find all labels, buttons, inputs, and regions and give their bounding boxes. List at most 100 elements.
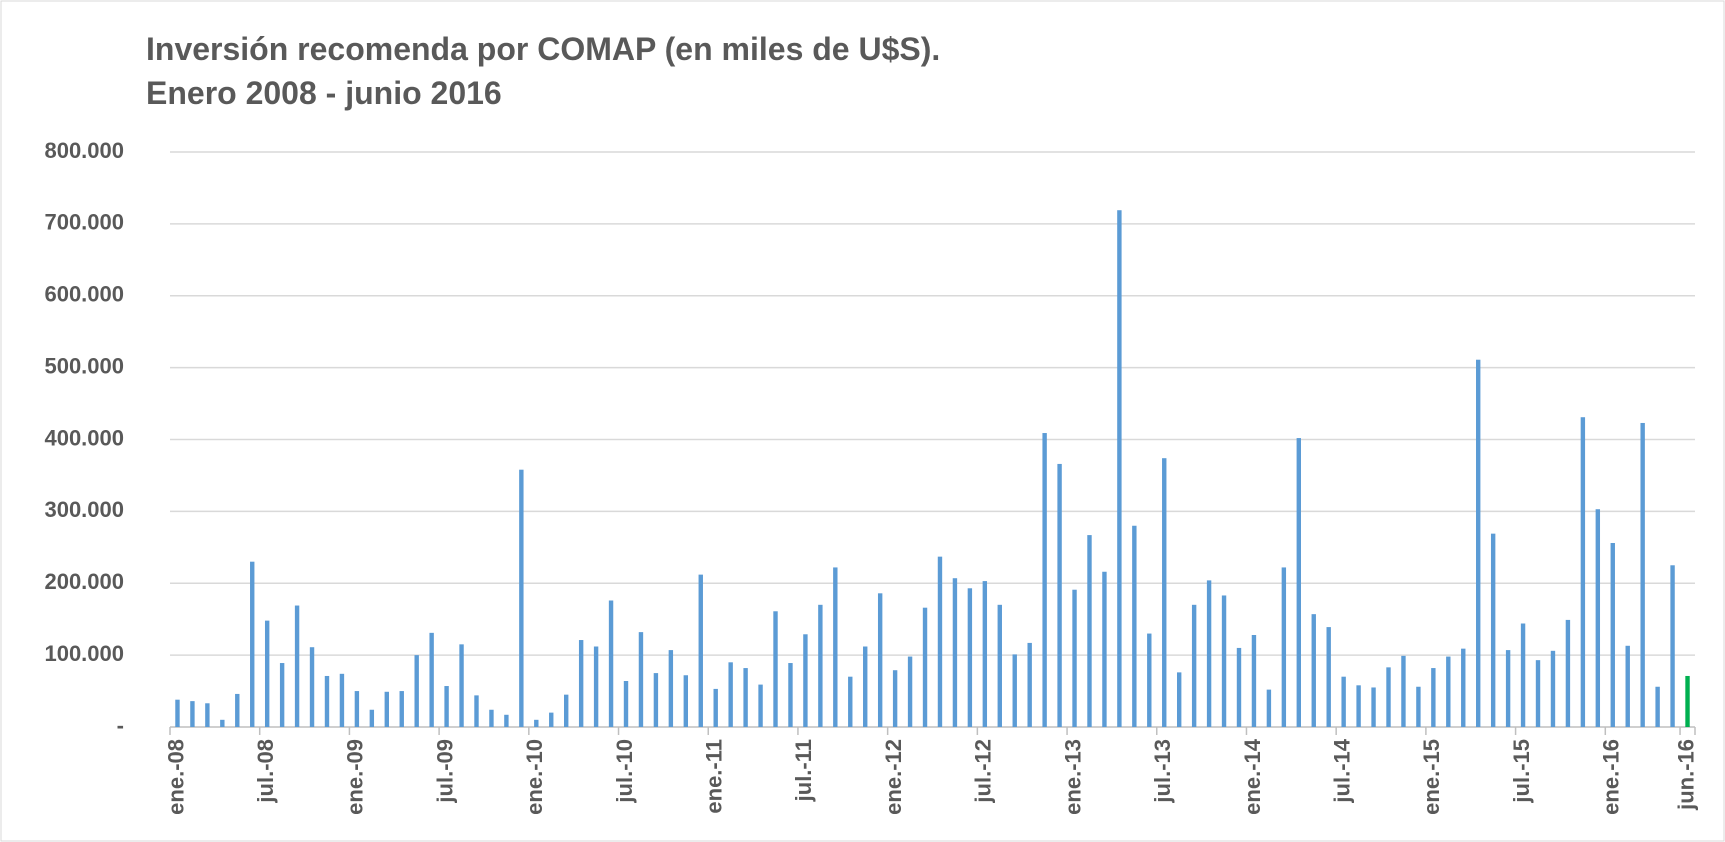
- bar: [399, 691, 404, 727]
- x-tick-label: ene.-14: [1240, 738, 1265, 815]
- bar: [190, 701, 195, 727]
- bar: [1102, 571, 1107, 727]
- y-tick-label: 200.000: [44, 569, 124, 594]
- chart-subtitle: Enero 2008 - junio 2016: [146, 75, 502, 111]
- bar: [324, 675, 330, 727]
- x-tick-label: jul.-11: [791, 739, 816, 802]
- bar: [1147, 633, 1152, 727]
- bar: [429, 632, 434, 727]
- bar: [593, 646, 599, 727]
- bar: [1356, 685, 1361, 727]
- bar: [623, 681, 629, 727]
- x-tick-label: jul.-10: [612, 739, 637, 804]
- bar: [1431, 668, 1436, 727]
- bar: [549, 712, 554, 727]
- bar: [1520, 623, 1526, 727]
- bar: [1655, 686, 1660, 727]
- bar: [1505, 650, 1511, 727]
- bar: [235, 693, 240, 727]
- chart-title: Inversión recomenda por COMAP (en miles …: [146, 31, 940, 67]
- bar: [848, 676, 853, 727]
- bar: [1341, 676, 1346, 727]
- x-tick-label: jul.-08: [253, 739, 278, 804]
- bar: [1476, 359, 1481, 727]
- bar: [608, 600, 614, 727]
- bar: [309, 647, 315, 727]
- bar: [250, 561, 255, 727]
- bar: [803, 634, 808, 727]
- bar: [1625, 645, 1630, 727]
- bar: [877, 593, 883, 727]
- bar: [534, 719, 539, 727]
- bar: [504, 714, 509, 727]
- bar: [922, 607, 928, 727]
- bar: [1685, 675, 1690, 727]
- bar: [279, 663, 285, 727]
- bar: [1057, 463, 1062, 727]
- bar: [818, 604, 823, 727]
- bar: [1191, 604, 1197, 727]
- y-tick-label: 400.000: [44, 425, 124, 450]
- bar: [220, 719, 225, 727]
- bar: [1132, 525, 1137, 727]
- bar: [713, 688, 718, 727]
- x-tick-label: ene.-15: [1419, 739, 1444, 815]
- bar: [683, 675, 689, 727]
- bar: [1266, 689, 1272, 727]
- bar: [1446, 656, 1451, 727]
- x-tick-label: ene.-13: [1060, 739, 1085, 815]
- bar: [788, 663, 793, 727]
- bar: [519, 469, 524, 727]
- bar: [264, 620, 270, 727]
- bar: [1640, 422, 1645, 727]
- y-tick-label: 700.000: [44, 210, 124, 235]
- x-tick-label: ene.-16: [1599, 739, 1624, 815]
- bar: [1087, 535, 1092, 727]
- bar: [1580, 417, 1586, 727]
- bar: [863, 646, 868, 727]
- bar: [1162, 458, 1167, 727]
- bar: [1565, 619, 1571, 727]
- y-tick-label: 300.000: [44, 497, 124, 522]
- bar: [205, 703, 210, 727]
- bar: [743, 668, 748, 727]
- bar: [982, 581, 988, 727]
- x-tick-label: ene.-10: [522, 739, 547, 815]
- bar: [967, 588, 973, 727]
- bar: [1610, 543, 1615, 727]
- bar: [638, 632, 644, 727]
- y-tick-label: 600.000: [44, 282, 124, 307]
- x-tick-label: jul.-09: [432, 739, 457, 804]
- x-tick-label: ene.-09: [343, 739, 368, 815]
- bar: [758, 684, 763, 727]
- bar: [1550, 650, 1556, 727]
- bar: [907, 656, 913, 727]
- bar: [339, 673, 345, 727]
- bar: [997, 604, 1002, 727]
- bar: [1117, 210, 1122, 727]
- bar: [892, 670, 898, 727]
- bar: [414, 655, 419, 727]
- bar: [444, 686, 449, 727]
- bar: [474, 695, 479, 727]
- bar: [1206, 580, 1212, 727]
- bar: [1296, 438, 1301, 727]
- bar: [369, 709, 375, 727]
- bar: [668, 650, 674, 727]
- bar: [653, 673, 659, 727]
- bar: [564, 694, 569, 727]
- bar: [1490, 533, 1496, 727]
- x-tick-label: jun.-16: [1673, 739, 1698, 811]
- bar: [1595, 509, 1601, 727]
- x-tick-label: jul.-12: [971, 739, 996, 804]
- y-tick-label: 500.000: [44, 353, 124, 378]
- bar: [1072, 589, 1077, 727]
- x-tick-label: ene.-08: [163, 739, 188, 815]
- bar: [1461, 648, 1466, 727]
- bar: [937, 556, 943, 727]
- bar: [1236, 647, 1242, 727]
- bar: [1326, 627, 1331, 727]
- bar: [1251, 635, 1257, 727]
- y-tick-label: 800.000: [44, 138, 124, 163]
